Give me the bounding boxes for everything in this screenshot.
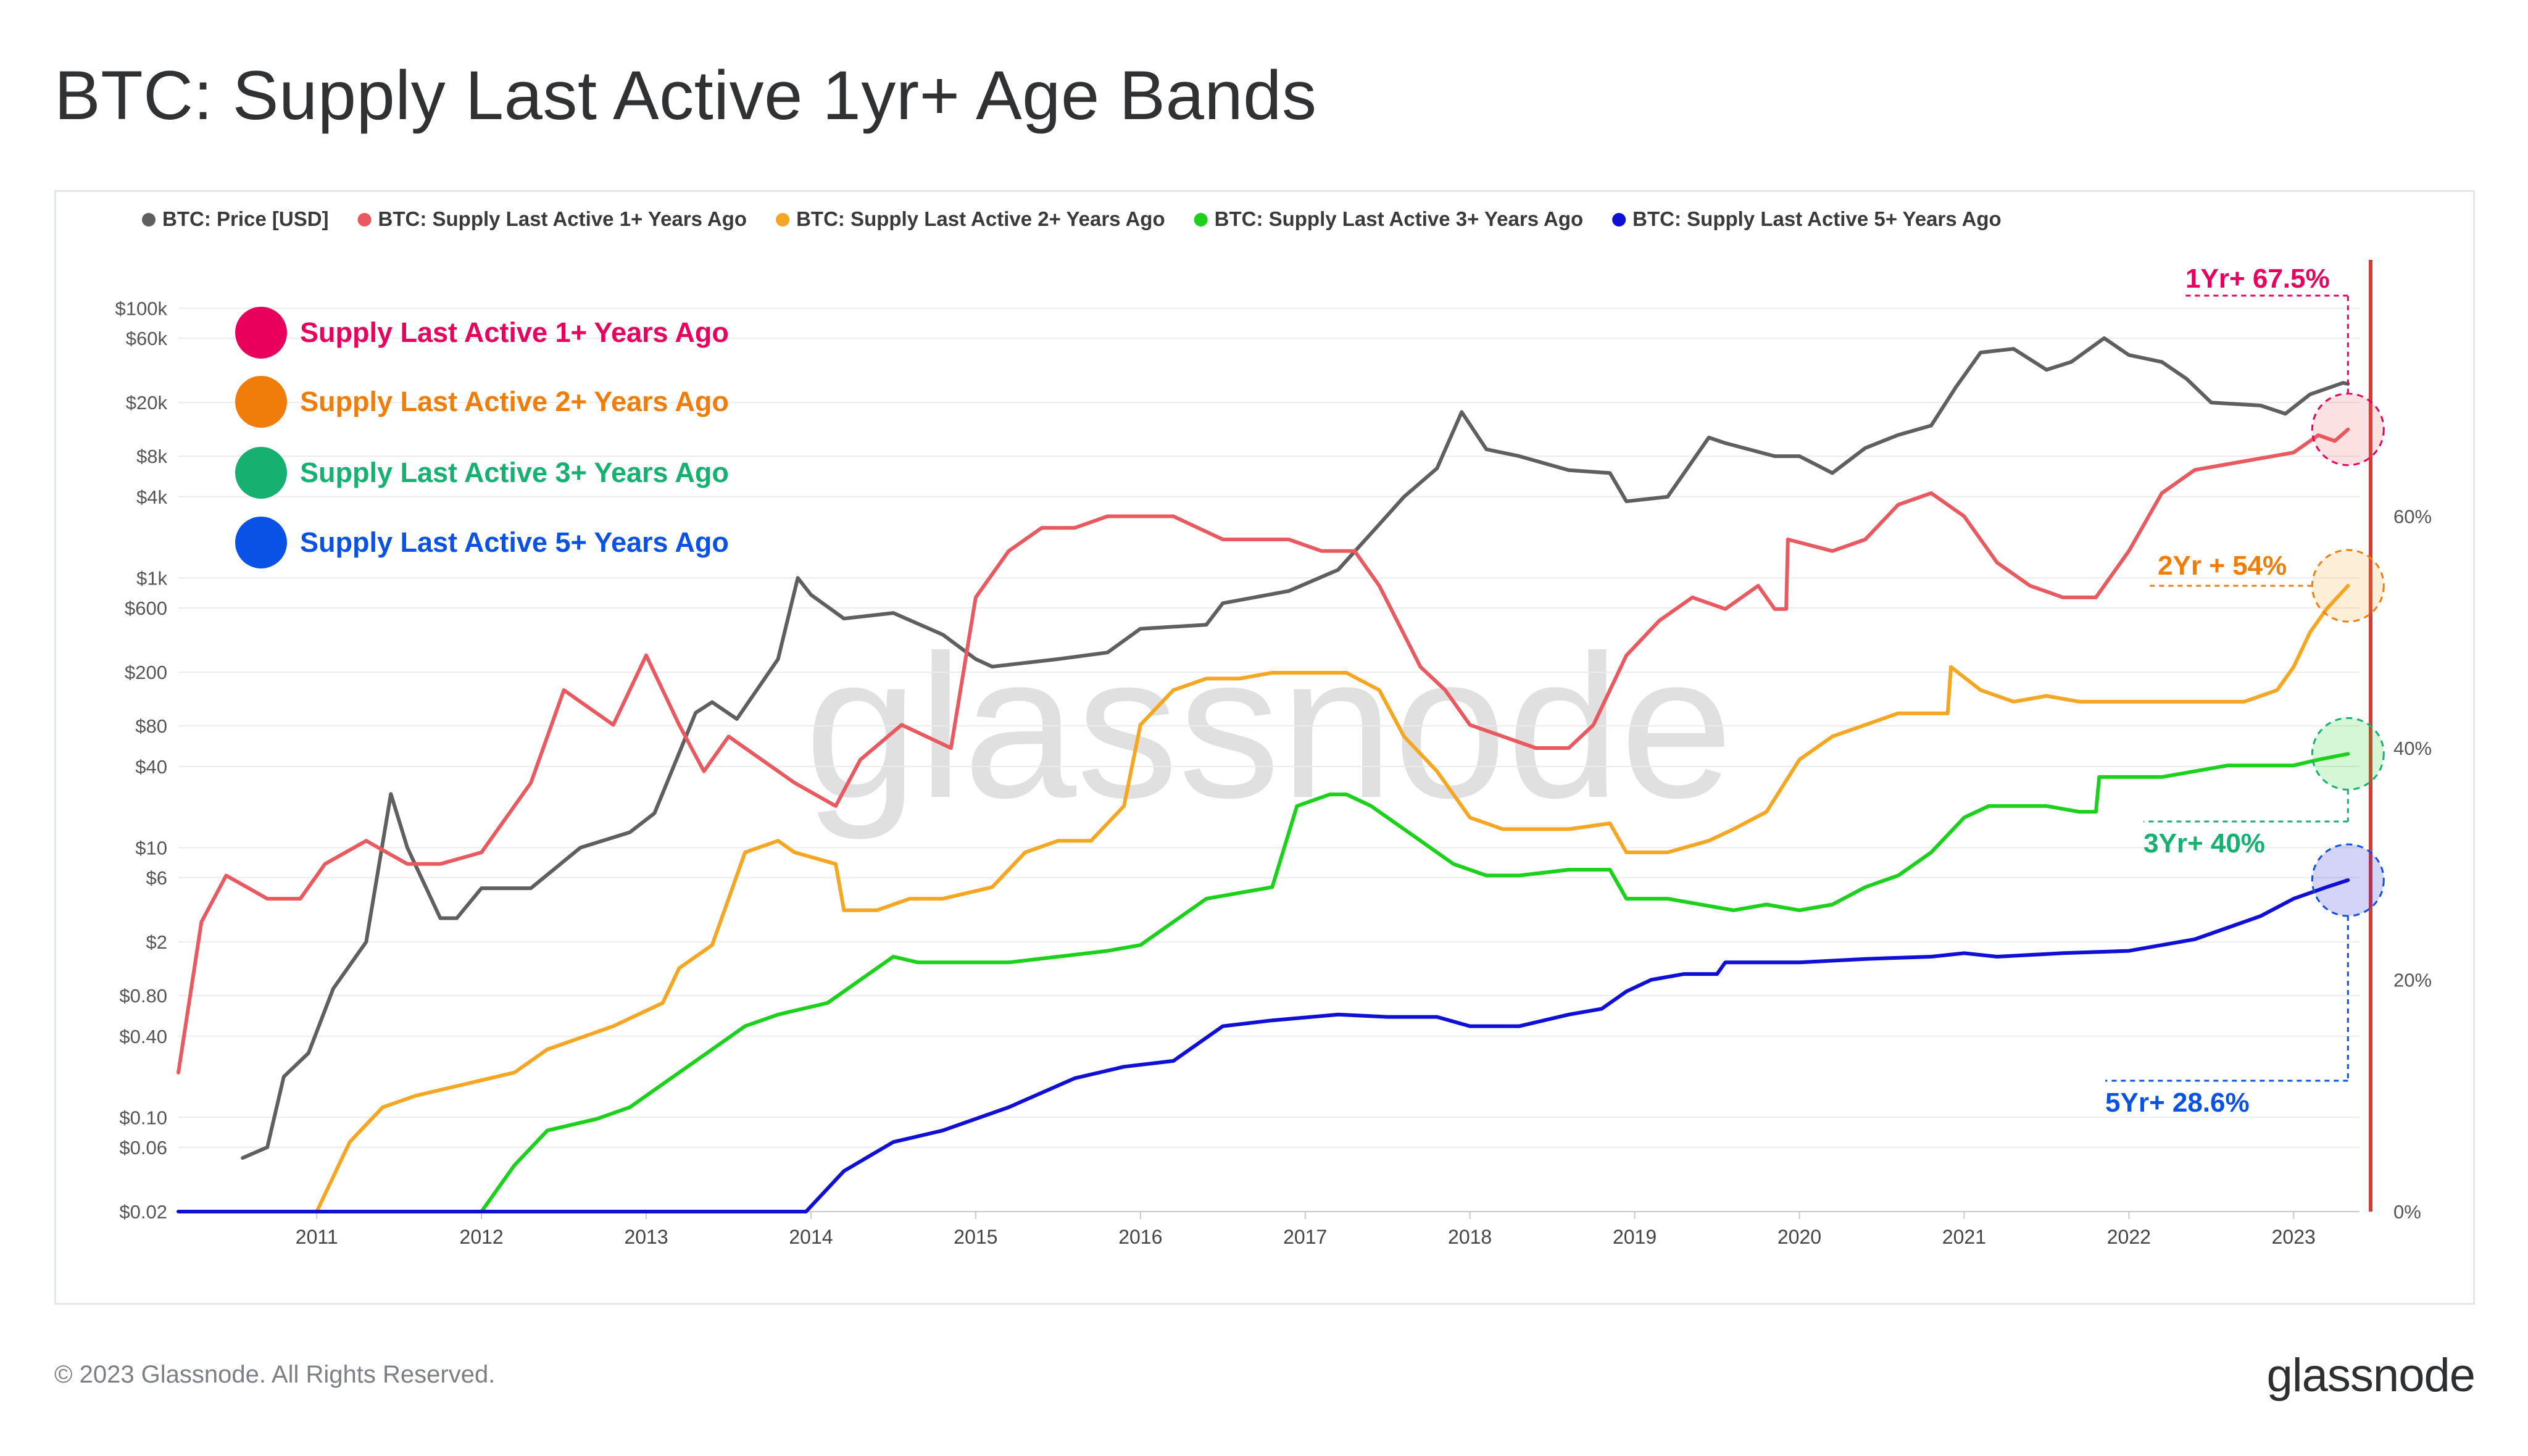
y-right-tick-label: 20% [2393,970,2432,991]
series-line-1yr [177,427,2350,1075]
y-left-tick-label: $0.40 [119,1026,167,1047]
chart-frame: glassnode $100k $60k $20k $8k $4k $1k $600 $200 $… [54,190,2475,1305]
callout-dot-1yr [235,307,287,359]
y-left-tick-label: $40 [135,756,167,778]
series-line-3yr [480,752,2350,1213]
annotation-3yr: 3Yr+ 40% [2143,828,2265,859]
watermark-text: glassnode [805,612,1734,841]
x-tick-label: 2021 [1942,1226,1986,1248]
legend-label-1yr: BTC: Supply Last Active 1+ Years Ago [378,207,747,230]
callout-label-2yr: Supply Last Active 2+ Years Ago [300,386,729,417]
x-tick-label: 2022 [2107,1226,2151,1248]
callout-label-1yr: Supply Last Active 1+ Years Ago [300,317,729,348]
series-line-5yr [177,878,2350,1213]
y-left-tick-label: $20k [126,392,168,414]
x-tick-label: 2011 [296,1226,338,1248]
x-tick-label: 2023 [2272,1226,2316,1248]
x-tick-label: 2015 [954,1226,997,1248]
series-line-price [241,336,2350,1160]
y-left-tick-label: $8k [136,446,167,467]
annotation-5yr: 5Yr+ 28.6% [2105,1088,2250,1118]
legend-marker-5yr [1612,213,1626,227]
y-right-tick-label: 40% [2393,738,2432,759]
y-left-tick-label: $2 [146,931,167,953]
y-right-tick-label: 60% [2393,506,2432,528]
copyright-text: © 2023 Glassnode. All Rights Reserved. [54,1361,496,1388]
highlight-circle-2yr [2311,549,2385,623]
x-tick-label: 2016 [1118,1226,1162,1248]
annotation-1yr: 1Yr+ 67.5% [2185,264,2330,294]
x-tick-label: 2017 [1283,1226,1327,1248]
x-tick-label: 2014 [789,1226,833,1248]
x-tick-label: 2018 [1448,1226,1492,1248]
callout-dot-3yr [235,447,287,499]
highlight-circle-5yr [2311,843,2385,917]
legend-marker-price [142,213,156,227]
y-left-tick-label: $1k [136,567,167,589]
callout-dot-2yr [235,376,287,428]
y-left-tick-label: $0.10 [119,1107,167,1128]
annotation-2yr: 2Yr + 54% [2158,551,2287,581]
highlight-circle-1yr [2311,393,2385,467]
y-left-tick-label: $80 [135,715,167,737]
y-left-tick-label: $0.02 [119,1201,167,1223]
x-tick-label: 2019 [1613,1226,1657,1248]
y-left-tick-label: $0.80 [119,985,167,1007]
x-tick-label: 2020 [1778,1226,1821,1248]
x-tick-label: 2013 [624,1226,668,1248]
y-left-tick-label: $200 [125,662,167,683]
y-left-tick-label: $60k [126,328,168,349]
chart-title: BTC: Supply Last Active 1yr+ Age Bands [54,57,1317,134]
legend-marker-3yr [1194,213,1208,227]
legend-label-5yr: BTC: Supply Last Active 5+ Years Ago [1632,207,2002,230]
y-right-tick-label: 0% [2393,1201,2421,1223]
highlight-circle-3yr [2311,717,2385,791]
y-left-tick-label: $0.06 [119,1137,167,1159]
series-line-2yr [315,584,2350,1213]
y-left-tick-label: $4k [136,486,167,508]
x-tick-label: 2012 [460,1226,504,1248]
callout-dot-5yr [235,517,287,568]
y-left-tick-label: $10 [135,837,167,859]
glassnode-logo: glassnode [2266,1349,2476,1402]
legend-label-2yr: BTC: Supply Last Active 2+ Years Ago [796,207,1165,230]
callout-label-3yr: Supply Last Active 3+ Years Ago [300,457,729,488]
y-left-tick-label: $6 [146,867,167,889]
legend-label-3yr: BTC: Supply Last Active 3+ Years Ago [1215,207,1584,230]
y-left-tick-label: $100k [115,297,168,319]
legend-marker-1yr [357,213,372,227]
legend-marker-2yr [776,213,790,227]
chart-svg: glassnode $100k $60k $20k $8k $4k $1k $600 $200 $… [115,207,2432,1248]
legend-label-price: BTC: Price [USD] [162,207,329,230]
y-left-tick-label: $600 [125,597,167,619]
callout-label-5yr: Supply Last Active 5+ Years Ago [300,526,729,558]
